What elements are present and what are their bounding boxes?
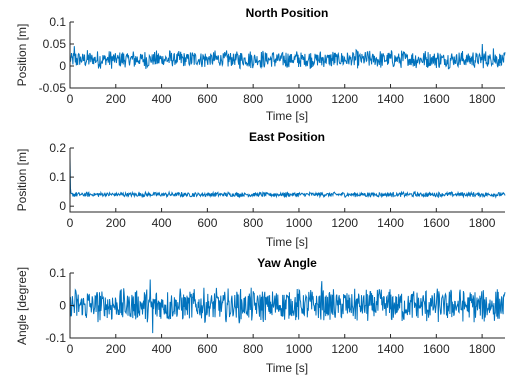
x-tick-label: 1000 [286,216,313,230]
x-axis-label: Time [s] [266,361,308,375]
x-tick-label: 800 [243,216,263,230]
x-tick-label: 800 [243,92,263,106]
chart-title: North Position [246,6,329,20]
x-tick-label: 600 [197,92,217,106]
x-tick-label: 1800 [469,342,496,356]
series-line [69,156,506,199]
x-tick-label: 1600 [423,92,450,106]
y-axis: -0.1 0 0.1 [45,266,74,345]
x-tick-label: 200 [106,216,126,230]
yaw-angle-chart: Yaw Angle 0 200 400 600 800 1000 1200 1400 1600 1… [15,256,506,375]
x-tick-label: 200 [106,92,126,106]
x-tick-label: 600 [197,216,217,230]
x-tick-label: 400 [152,216,172,230]
axis-lines [69,273,505,339]
x-tick-label: 0 [67,92,74,106]
x-axis: 0 200 400 600 800 1000 1200 1400 1600 1800 [67,208,496,230]
plot-area [70,148,505,212]
y-axis-label: Position [m] [15,24,29,87]
x-tick-label: 1800 [469,216,496,230]
x-tick-label: 1400 [377,216,404,230]
y-axis-label: Position [m] [15,149,29,212]
chart-title: East Position [249,130,325,144]
series-north-position [69,43,506,70]
east-position-chart: East Position 0 200 400 600 800 1000 1200 1400 1… [15,130,506,249]
y-tick-label: 0 [59,299,66,313]
x-tick-label: 400 [152,342,172,356]
chart-title: Yaw Angle [257,256,317,270]
x-axis: 0 200 400 600 800 1000 1200 1400 1600 1800 [67,84,496,106]
x-axis-label: Time [s] [266,235,308,249]
x-tick-label: 1400 [377,342,404,356]
north-position-chart: North Position 0 200 400 600 800 1000 1200 1400… [15,6,506,123]
series-east-position [69,156,506,199]
x-tick-label: 200 [106,342,126,356]
y-axis-label: Angle [degree] [15,267,29,345]
x-tick-label: 1400 [377,92,404,106]
x-tick-label: 400 [152,92,172,106]
x-tick-label: 600 [197,342,217,356]
x-tick-label: 0 [67,342,74,356]
x-tick-label: 1200 [331,342,358,356]
series-line [69,43,506,70]
x-tick-label: 1200 [331,92,358,106]
x-tick-label: 1200 [331,216,358,230]
y-tick-label: 0.05 [43,37,67,51]
y-tick-label: 0.1 [49,266,66,280]
x-tick-label: 0 [67,216,74,230]
y-tick-label: -0.05 [39,81,67,95]
x-axis: 0 200 400 600 800 1000 1200 1400 1600 1800 [67,334,496,356]
y-axis: -0.05 0 0.05 0.1 [39,15,74,95]
x-tick-label: 1000 [286,92,313,106]
y-tick-label: 0.1 [49,15,66,29]
series-line [69,279,506,334]
x-tick-label: 1000 [286,342,313,356]
x-tick-label: 1600 [423,216,450,230]
y-tick-label: 0 [59,199,66,213]
x-tick-label: 1600 [423,342,450,356]
x-axis-label: Time [s] [266,109,308,123]
y-tick-label: 0.2 [49,141,66,155]
y-tick-label: -0.1 [45,331,66,345]
y-tick-label: 0 [59,59,66,73]
y-tick-label: 0.1 [49,170,66,184]
y-axis: 0 0.1 0.2 [49,141,74,213]
axis-lines [69,148,505,213]
axis-lines [69,22,505,89]
series-yaw-angle [69,279,506,334]
x-tick-label: 800 [243,342,263,356]
x-tick-label: 1800 [469,92,496,106]
